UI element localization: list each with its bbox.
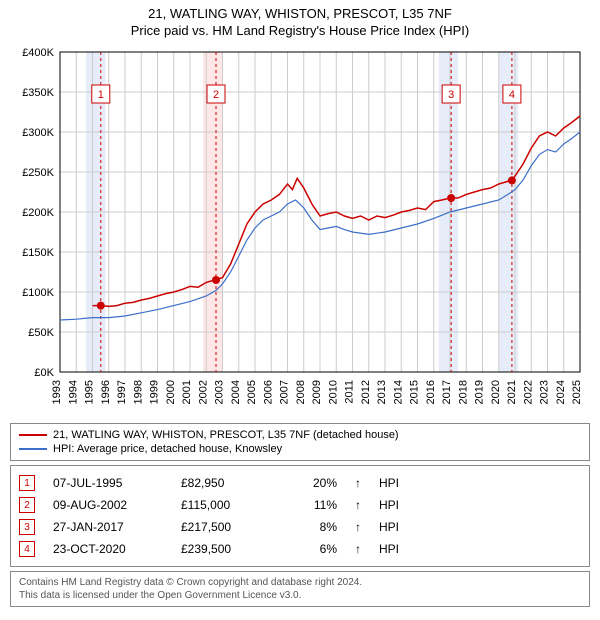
svg-text:1997: 1997 [116,380,128,404]
page: 21, WATLING WAY, WHISTON, PRESCOT, L35 7… [0,0,600,607]
svg-text:2006: 2006 [262,380,274,404]
svg-text:2007: 2007 [279,380,291,404]
svg-text:£100K: £100K [22,287,54,299]
legend-row: 21, WATLING WAY, WHISTON, PRESCOT, L35 7… [19,428,581,442]
sale-marker: 1 [19,475,35,491]
sale-pct: 11% [289,498,337,512]
sale-hpi-label: HPI [379,520,399,534]
sale-pct: 20% [289,476,337,490]
sale-row: 2 09-AUG-2002 £115,000 11% ↑ HPI [19,494,581,516]
sale-marker: 4 [19,541,35,557]
sale-row: 3 27-JAN-2017 £217,500 8% ↑ HPI [19,516,581,538]
svg-text:£300K: £300K [22,127,54,139]
sale-price: £115,000 [181,498,271,512]
legend-row: HPI: Average price, detached house, Know… [19,442,581,456]
legend-label: 21, WATLING WAY, WHISTON, PRESCOT, L35 7… [53,429,399,441]
svg-text:£50K: £50K [28,327,54,339]
sale-pct: 6% [289,542,337,556]
svg-text:2024: 2024 [555,380,567,404]
legend: 21, WATLING WAY, WHISTON, PRESCOT, L35 7… [10,423,590,461]
svg-text:3: 3 [448,89,454,101]
svg-text:4: 4 [509,89,515,101]
svg-text:2018: 2018 [457,380,469,404]
svg-text:2002: 2002 [197,380,209,404]
sale-row: 4 23-OCT-2020 £239,500 6% ↑ HPI [19,538,581,560]
svg-text:2001: 2001 [181,380,193,404]
svg-text:2023: 2023 [539,380,551,404]
svg-text:2016: 2016 [425,380,437,404]
sale-price: £217,500 [181,520,271,534]
legend-label: HPI: Average price, detached house, Know… [53,443,282,455]
sale-marker: 3 [19,519,35,535]
sale-price: £82,950 [181,476,271,490]
sale-date: 09-AUG-2002 [53,498,163,512]
up-arrow-icon: ↑ [355,498,361,512]
sale-date: 23-OCT-2020 [53,542,163,556]
svg-text:2000: 2000 [165,380,177,404]
svg-text:2021: 2021 [506,380,518,404]
svg-text:£250K: £250K [22,167,54,179]
chart-container: £0K £50K £100K £150K £200K £250K £300K £350K £40… [10,44,590,419]
svg-text:1993: 1993 [51,380,63,404]
footer-line: This data is licensed under the Open Gov… [19,589,581,602]
up-arrow-icon: ↑ [355,542,361,556]
footer-line: Contains HM Land Registry data © Crown c… [19,576,581,589]
svg-text:£0K: £0K [34,367,54,379]
svg-text:2013: 2013 [376,380,388,404]
svg-text:2022: 2022 [522,380,534,404]
sale-date: 27-JAN-2017 [53,520,163,534]
svg-text:2004: 2004 [230,380,242,404]
price-chart: £0K £50K £100K £150K £200K £250K £300K £350K £40… [10,44,590,414]
chart-title: 21, WATLING WAY, WHISTON, PRESCOT, L35 7… [0,6,600,21]
svg-text:2012: 2012 [360,380,372,404]
svg-text:2020: 2020 [490,380,502,404]
svg-text:£350K: £350K [22,87,54,99]
sale-price: £239,500 [181,542,271,556]
svg-text:2: 2 [213,89,219,101]
svg-text:£150K: £150K [22,247,54,259]
svg-text:2009: 2009 [311,380,323,404]
svg-text:2014: 2014 [392,380,404,404]
svg-text:1: 1 [98,89,104,101]
legend-swatch [19,448,47,450]
svg-text:£400K: £400K [22,47,54,59]
chart-subtitle: Price paid vs. HM Land Registry's House … [0,23,600,38]
sales-table: 1 07-JUL-1995 £82,950 20% ↑ HPI 2 09-AUG-2002 £1… [10,465,590,567]
svg-text:1998: 1998 [132,380,144,404]
svg-text:1999: 1999 [149,380,161,404]
titles: 21, WATLING WAY, WHISTON, PRESCOT, L35 7… [0,0,600,38]
attribution-footer: Contains HM Land Registry data © Crown c… [10,571,590,607]
svg-text:2019: 2019 [474,380,486,404]
sale-pct: 8% [289,520,337,534]
sale-row: 1 07-JUL-1995 £82,950 20% ↑ HPI [19,472,581,494]
up-arrow-icon: ↑ [355,476,361,490]
sale-hpi-label: HPI [379,476,399,490]
legend-swatch [19,434,47,436]
svg-text:2005: 2005 [246,380,258,404]
svg-text:2025: 2025 [571,380,583,404]
sale-marker: 2 [19,497,35,513]
svg-text:2010: 2010 [327,380,339,404]
svg-text:2017: 2017 [441,380,453,404]
sale-hpi-label: HPI [379,498,399,512]
up-arrow-icon: ↑ [355,520,361,534]
svg-text:1994: 1994 [67,380,79,404]
sale-hpi-label: HPI [379,542,399,556]
svg-text:£200K: £200K [22,207,54,219]
svg-text:2003: 2003 [214,380,226,404]
svg-text:1995: 1995 [84,380,96,404]
svg-text:2008: 2008 [295,380,307,404]
svg-text:2011: 2011 [344,380,356,404]
svg-text:2015: 2015 [409,380,421,404]
svg-text:1996: 1996 [100,380,112,404]
sale-date: 07-JUL-1995 [53,476,163,490]
